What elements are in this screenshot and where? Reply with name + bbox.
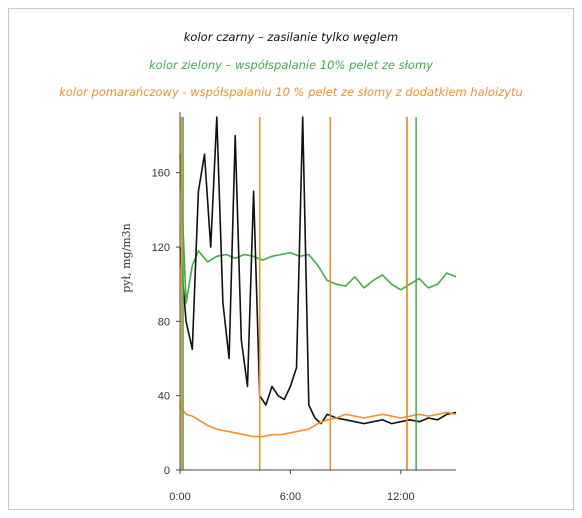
legend-entry-orange: kolor pomarańczowy - współspalaniu 10 % … (59, 85, 523, 99)
y-tick-label: 120 (152, 242, 170, 254)
x-tick-label: 6:00 (280, 491, 301, 503)
plot-area (179, 116, 457, 470)
series-line-orange (179, 406, 457, 438)
y-tick-label: 160 (152, 168, 170, 180)
y-tick-label: 40 (158, 391, 170, 403)
series-line-green (179, 154, 457, 304)
axes: 0 40 80 120 160 0:00 6:00 12:00 (152, 112, 456, 503)
x-tick-label: 0:00 (169, 491, 190, 503)
y-tick-label: 0 (164, 465, 170, 477)
chart-frame (8, 8, 574, 510)
series-line-black (179, 116, 457, 425)
legend-entry-green: kolor zielony – współspalanie 10% pelet … (149, 58, 433, 72)
legend-entry-black: kolor czarny – zasilanie tylko węglem (183, 30, 399, 44)
x-tick-label: 12:00 (387, 491, 415, 503)
y-axis-label: pył, mg/m3n (120, 223, 133, 293)
y-tick-label: 80 (158, 316, 170, 328)
